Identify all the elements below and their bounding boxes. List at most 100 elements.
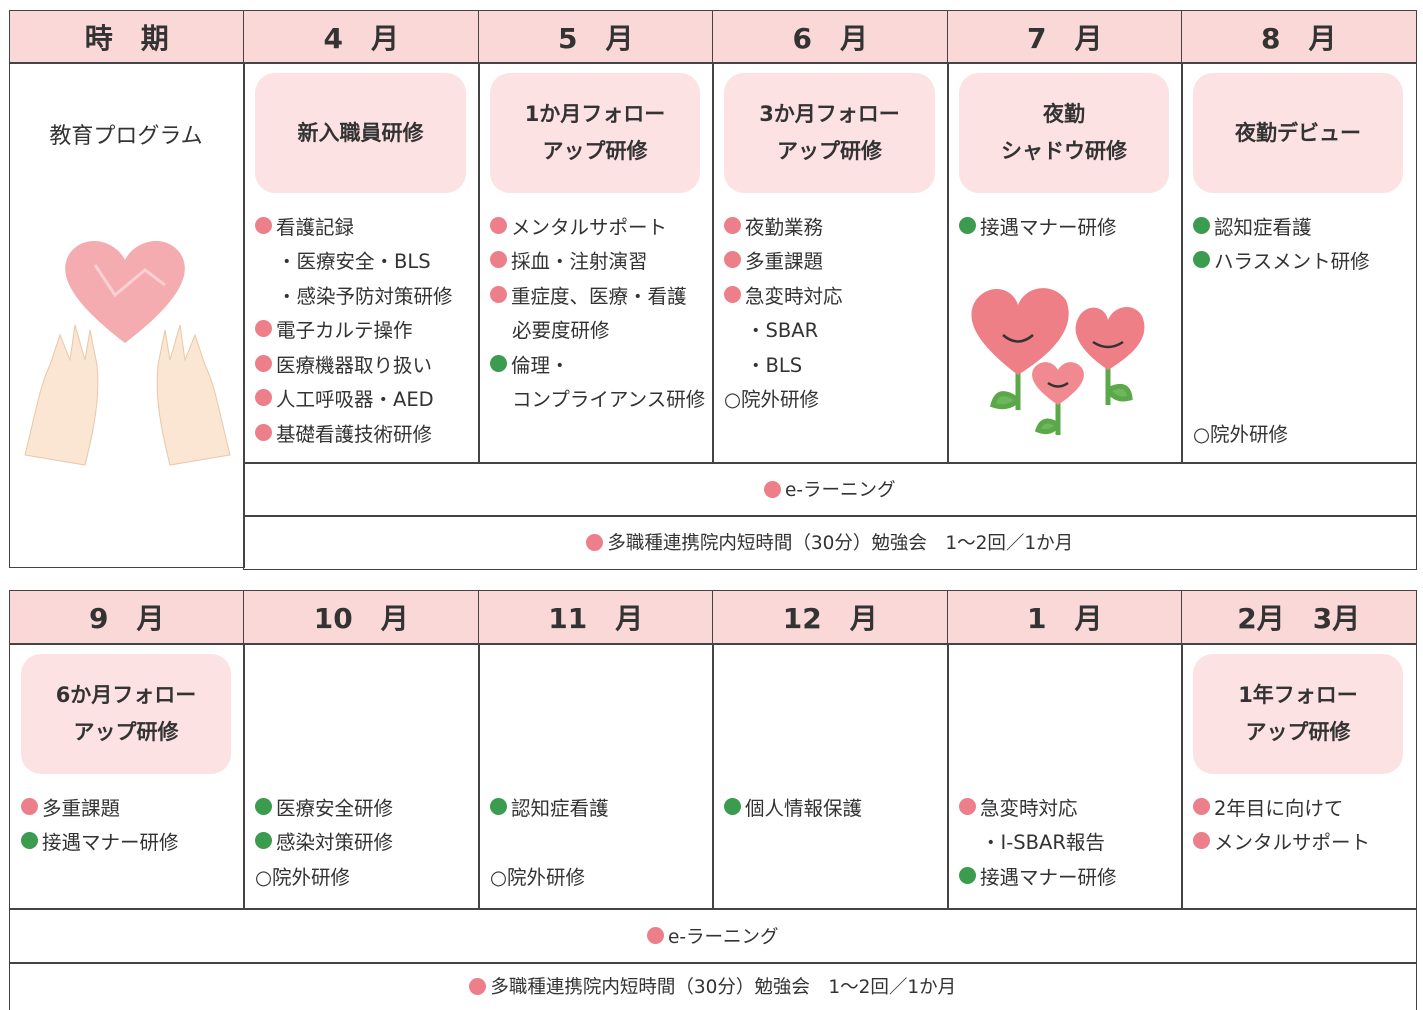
bullet <box>1193 797 1210 815</box>
program-item: 接遇マナー研修 <box>959 858 1117 892</box>
program-item: 急変時対応 <box>724 277 843 311</box>
bullet <box>469 977 487 995</box>
bullet <box>255 320 272 337</box>
column-cell <box>243 643 480 910</box>
item-text: ○院外研修 <box>1193 422 1289 446</box>
header-cell: 7 月 <box>947 10 1183 64</box>
item-text: 認知症看護 <box>1214 215 1312 239</box>
program-item: ・BLS <box>746 346 802 380</box>
header-cell: 2月 3月 <box>1181 590 1417 645</box>
bullet <box>724 797 741 815</box>
program-title: 3か月フォロー アップ研修 <box>724 73 935 193</box>
header-cell: 4 月 <box>243 10 480 64</box>
item-text: 多重課題 <box>42 796 121 820</box>
item-text: メンタルサポート <box>511 215 668 239</box>
program-item: ○院外研修 <box>724 381 819 415</box>
bullet <box>1193 832 1210 849</box>
program-title: 夜勤デビュー <box>1193 73 1403 193</box>
study-text: 多職種連携院内短時間（30分）勉強会 1〜2回／1か月 <box>490 977 957 999</box>
item-text: ハラスメント研修 <box>1214 250 1370 273</box>
program-item: 人工呼吸器・AED <box>255 381 434 415</box>
item-text: 夜勤業務 <box>745 215 824 239</box>
hands-heart-illustration <box>24 241 231 466</box>
header-cell: 10 月 <box>243 590 480 645</box>
bullet <box>1193 251 1210 268</box>
item-text: 接遇マナー研修 <box>42 831 179 854</box>
item-text: 急変時対応 <box>745 284 843 308</box>
item-text: 多重課題 <box>745 250 824 273</box>
bullet <box>255 797 272 815</box>
item-text: ○院外研修 <box>490 865 586 889</box>
column-cell <box>1181 643 1417 910</box>
item-text: ・感染予防対策研修 <box>277 284 453 308</box>
program-item: 看護記録 <box>255 208 354 242</box>
bullet <box>490 797 507 815</box>
elearning-text: e-ラーニング <box>784 480 896 502</box>
bullet <box>490 285 507 303</box>
program-item: ○院外研修 <box>490 858 585 892</box>
elearning-text: e-ラーニング <box>667 926 779 948</box>
program-item: 接遇マナー研修 <box>21 824 179 858</box>
bullet <box>490 216 507 234</box>
program-title: 6か月フォロー アップ研修 <box>21 654 231 774</box>
elearning-row: e-ラーニング <box>9 908 1417 964</box>
program-item: 医療機器取り扱い <box>255 346 432 380</box>
item-text: 倫理・ <box>511 353 570 377</box>
header-cell: 時 期 <box>9 10 245 64</box>
program-item: 多重課題 <box>724 243 823 277</box>
study-row: 多職種連携院内短時間（30分）勉強会 1〜2回／1か月 <box>9 962 1417 1010</box>
program-title: 夜勤 シャドウ研修 <box>959 73 1169 193</box>
bullet <box>255 832 272 849</box>
column-cell <box>9 643 245 910</box>
header-cell: 8 月 <box>1181 10 1417 64</box>
header-cell: 11 月 <box>478 590 714 645</box>
bullet <box>646 927 664 945</box>
item-text: 接遇マナー研修 <box>980 865 1117 889</box>
program-item: 夜勤業務 <box>724 208 823 242</box>
item-text: 医療安全研修 <box>276 796 394 820</box>
program-item: ・SBAR <box>746 312 818 346</box>
column-cell <box>243 62 480 464</box>
item-text: 人工呼吸器・AED <box>276 388 434 411</box>
header-cell: 9 月 <box>9 590 245 645</box>
item-text: 急変時対応 <box>980 796 1078 820</box>
item-text: 個人情報保護 <box>745 796 863 820</box>
column-cell <box>947 62 1183 464</box>
program-item: ○院外研修 <box>255 858 350 892</box>
bullet <box>586 533 604 551</box>
item-text: 基礎看護技術研修 <box>276 422 433 446</box>
program-item: ・I-SBAR報告 <box>981 824 1105 858</box>
column-cell <box>478 643 714 910</box>
column-cell <box>947 643 1183 910</box>
bullet <box>959 866 976 884</box>
header-cell: 6 月 <box>712 10 949 64</box>
program-item: 個人情報保護 <box>724 789 862 823</box>
program-cell <box>9 62 245 568</box>
bullet <box>959 216 976 234</box>
bullet <box>255 389 272 406</box>
item-text: 採血・注射演習 <box>511 250 648 273</box>
bullet <box>1193 216 1210 234</box>
item-text: 認知症看護 <box>511 796 609 820</box>
bullet <box>490 354 507 372</box>
program-label: 教育プログラム <box>49 124 203 149</box>
program-item: 認知症看護 <box>490 789 609 823</box>
item-text: ・SBAR <box>746 319 819 342</box>
item-text: 接遇マナー研修 <box>980 215 1117 239</box>
program-item: ・医療安全・BLS <box>277 243 431 277</box>
item-text: コンプライアンス研修 <box>512 388 706 411</box>
column-cell <box>712 643 949 910</box>
program-item: 電子カルテ操作 <box>255 312 413 346</box>
program-item: 重症度、医療・看護 <box>490 277 687 311</box>
bullet <box>490 251 507 268</box>
program-title: 1年フォロー アップ研修 <box>1193 654 1403 774</box>
bullet <box>724 285 741 303</box>
column-cell <box>712 62 949 464</box>
item-text: ○院外研修 <box>255 865 351 889</box>
item-text: ・I-SBAR報告 <box>981 831 1105 854</box>
bullet <box>255 423 272 441</box>
bullet <box>21 832 38 849</box>
program-item: コンプライアンス研修 <box>512 381 705 415</box>
program-item: 認知症看護 <box>1193 208 1312 242</box>
